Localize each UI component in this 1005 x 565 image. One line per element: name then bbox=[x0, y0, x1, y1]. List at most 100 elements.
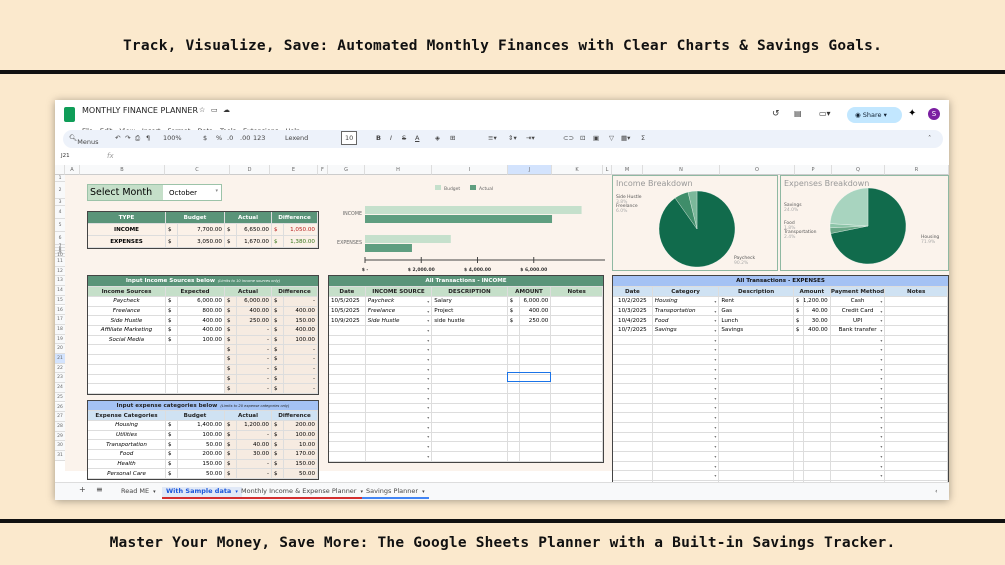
income-source-cell[interactable]: Side Hustle bbox=[88, 316, 166, 326]
chevron-down-icon[interactable]: ▾ bbox=[427, 298, 430, 304]
date-cell[interactable] bbox=[329, 384, 366, 393]
column-header-K[interactable]: K bbox=[552, 165, 603, 175]
chevron-down-icon[interactable]: ▾ bbox=[880, 415, 883, 421]
expense-category-cell[interactable]: Personal Care bbox=[88, 469, 166, 479]
percent-button[interactable]: % bbox=[216, 134, 223, 142]
sheet-tab[interactable]: Read ME ▾ bbox=[117, 487, 160, 499]
date-cell[interactable] bbox=[329, 326, 366, 335]
date-cell[interactable] bbox=[613, 461, 653, 471]
row-header-24[interactable]: 24 bbox=[55, 383, 65, 393]
category-select[interactable]: ▾ bbox=[653, 384, 720, 393]
date-cell[interactable] bbox=[613, 471, 653, 481]
income-source-select[interactable]: ▾ bbox=[366, 355, 433, 364]
row-header-2[interactable]: 2 bbox=[55, 182, 65, 199]
category-select[interactable]: ▾ bbox=[653, 355, 720, 364]
amount-cell[interactable]: 1,200.00 bbox=[804, 297, 831, 306]
row-header-29[interactable]: 29 bbox=[55, 431, 65, 442]
chevron-down-icon[interactable]: ▾ bbox=[880, 473, 883, 479]
notes-cell[interactable] bbox=[551, 345, 603, 355]
description-cell[interactable] bbox=[432, 393, 508, 403]
column-header-B[interactable]: B bbox=[80, 165, 165, 175]
payment-method-select[interactable]: ▾ bbox=[831, 374, 886, 384]
row-header-27[interactable]: 27 bbox=[55, 412, 65, 422]
notes-cell[interactable] bbox=[551, 364, 603, 374]
gemini-icon[interactable]: ✦ bbox=[908, 108, 917, 119]
description-cell[interactable]: Salary bbox=[432, 297, 508, 306]
category-select[interactable]: ▾ bbox=[653, 345, 720, 355]
amount-cell[interactable] bbox=[804, 384, 831, 393]
row-header-23[interactable]: 23 bbox=[55, 373, 65, 384]
column-header-H[interactable]: H bbox=[365, 165, 432, 175]
column-header-A[interactable]: A bbox=[65, 165, 80, 175]
description-cell[interactable] bbox=[719, 364, 794, 374]
paint-format-icon[interactable]: ¶ bbox=[146, 134, 151, 142]
description-cell[interactable] bbox=[719, 452, 794, 461]
row-header-26[interactable]: 26 bbox=[55, 402, 65, 413]
chevron-down-icon[interactable]: ▾ bbox=[427, 444, 430, 450]
chevron-down-icon[interactable]: ▾ bbox=[714, 347, 717, 353]
payment-method-select[interactable]: ▾ bbox=[831, 471, 886, 481]
notes-cell[interactable] bbox=[551, 393, 603, 403]
income-source-cell[interactable] bbox=[88, 384, 166, 393]
chevron-down-icon[interactable]: ▾ bbox=[714, 444, 717, 450]
payment-method-select[interactable]: Cash ▾ bbox=[831, 297, 886, 306]
payment-method-select[interactable]: ▾ bbox=[831, 452, 886, 461]
description-cell[interactable] bbox=[719, 335, 794, 345]
payment-method-select[interactable]: Bank transfer ▾ bbox=[831, 326, 886, 335]
date-cell[interactable] bbox=[329, 403, 366, 413]
description-cell[interactable] bbox=[719, 471, 794, 481]
description-cell[interactable] bbox=[432, 326, 508, 335]
payment-method-select[interactable]: ▾ bbox=[831, 403, 886, 413]
description-cell[interactable] bbox=[432, 432, 508, 442]
chevron-down-icon[interactable]: ▾ bbox=[714, 386, 717, 392]
category-select[interactable]: Food ▾ bbox=[653, 316, 720, 326]
category-select[interactable]: ▾ bbox=[653, 403, 720, 413]
amount-cell[interactable] bbox=[804, 403, 831, 413]
column-header-F[interactable]: F bbox=[318, 165, 328, 175]
chevron-down-icon[interactable]: ▾ bbox=[714, 366, 717, 372]
month-dropdown[interactable]: October ▾ bbox=[163, 185, 221, 200]
notes-cell[interactable] bbox=[885, 297, 948, 306]
selected-cell[interactable] bbox=[507, 372, 551, 382]
description-cell[interactable] bbox=[719, 374, 794, 384]
category-select[interactable]: ▾ bbox=[653, 471, 720, 481]
notes-cell[interactable] bbox=[551, 326, 603, 335]
column-header-L[interactable]: L bbox=[603, 165, 612, 175]
description-cell[interactable] bbox=[719, 345, 794, 355]
payment-method-select[interactable]: ▾ bbox=[831, 432, 886, 442]
income-source-select[interactable]: Freelance ▾ bbox=[366, 306, 433, 316]
description-cell[interactable] bbox=[719, 403, 794, 413]
description-cell[interactable] bbox=[432, 452, 508, 461]
formula-bar[interactable]: fx bbox=[107, 152, 114, 160]
column-header-O[interactable]: O bbox=[720, 165, 795, 175]
date-cell[interactable]: 10/5/2025 bbox=[329, 297, 366, 306]
all-sheets-icon[interactable]: ≡ bbox=[96, 485, 103, 494]
notes-cell[interactable] bbox=[885, 452, 948, 461]
description-cell[interactable] bbox=[719, 355, 794, 364]
chevron-down-icon[interactable]: ▾ bbox=[880, 318, 883, 324]
date-cell[interactable] bbox=[613, 403, 653, 413]
description-cell[interactable]: Rent bbox=[719, 297, 794, 306]
description-cell[interactable] bbox=[432, 413, 508, 422]
income-source-select[interactable]: ▾ bbox=[366, 413, 433, 422]
category-select[interactable]: ▾ bbox=[653, 374, 720, 384]
description-cell[interactable] bbox=[719, 432, 794, 442]
chevron-down-icon[interactable]: ▾ bbox=[427, 356, 430, 362]
chevron-down-icon[interactable]: ▾ bbox=[427, 327, 430, 333]
row-header-16[interactable]: 16 bbox=[55, 305, 65, 316]
chevron-down-icon[interactable]: ▾ bbox=[714, 356, 717, 362]
date-cell[interactable] bbox=[329, 413, 366, 422]
description-cell[interactable]: Savings bbox=[719, 326, 794, 335]
chevron-down-icon[interactable]: ▾ bbox=[427, 318, 430, 324]
row-header-21[interactable]: 21 bbox=[55, 354, 65, 364]
notes-cell[interactable] bbox=[551, 355, 603, 364]
column-header-D[interactable]: D bbox=[230, 165, 270, 175]
notes-cell[interactable] bbox=[885, 316, 948, 326]
decrease-decimal-button[interactable]: .0 bbox=[227, 134, 234, 142]
undo-icon[interactable]: ↶ bbox=[115, 134, 121, 142]
chevron-down-icon[interactable]: ▾ bbox=[880, 376, 883, 382]
category-select[interactable]: Savings ▾ bbox=[653, 326, 720, 335]
zoom-select[interactable]: 100% bbox=[163, 134, 182, 142]
chevron-down-icon[interactable]: ▾ bbox=[427, 415, 430, 421]
amount-cell[interactable] bbox=[520, 326, 552, 335]
